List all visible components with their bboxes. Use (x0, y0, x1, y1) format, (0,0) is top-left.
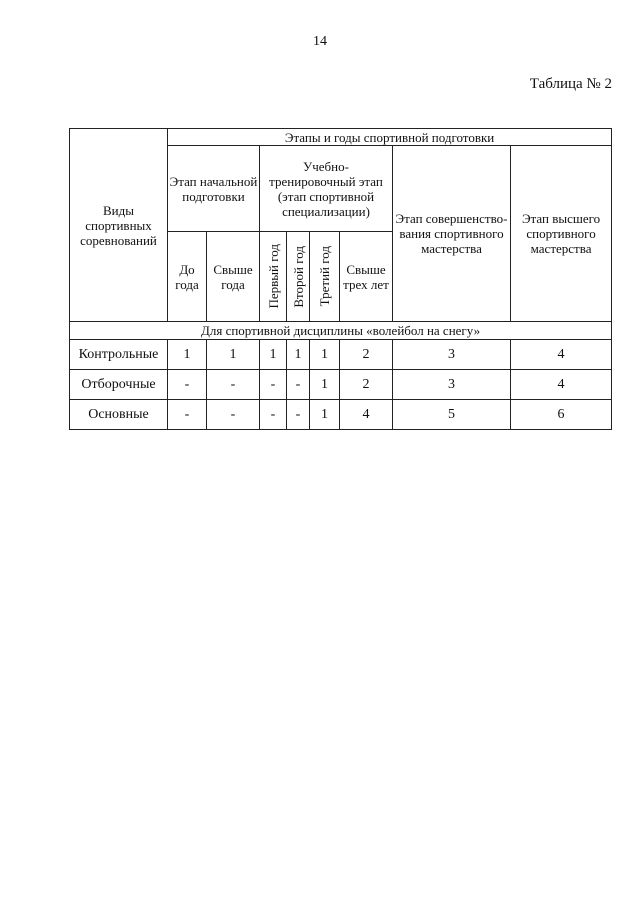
sub-over-three: Свыше трех лет (339, 231, 393, 322)
sub-second-year: Второй год (286, 231, 310, 322)
table-cell: 4 (509, 369, 613, 400)
row-name: Основные (69, 399, 168, 430)
row-header: Виды спортивных соревнований (69, 128, 168, 322)
table-row: Контрольные 1 1 1 1 1 2 3 4 (69, 339, 613, 370)
table-cell: 1 (259, 339, 287, 370)
table-cell: 1 (206, 339, 260, 370)
table-cell: 1 (309, 399, 340, 430)
table-cell: - (206, 399, 260, 430)
sub-third-year-label: Третий год (317, 246, 332, 307)
table-cell: 6 (509, 399, 613, 430)
table-cell: 1 (167, 339, 207, 370)
table-cell: - (259, 369, 287, 400)
table-cell: - (286, 369, 310, 400)
table-cell: 1 (309, 369, 340, 400)
table-cell: 4 (339, 399, 393, 430)
table-row: Отборочные - - - -1 2 3 4 (69, 369, 613, 400)
table-cell: 2 (339, 339, 393, 370)
sub-third-year: Третий год (309, 231, 340, 322)
sub-second-year-label: Второй год (290, 245, 306, 308)
table-cell: 1 (286, 339, 310, 370)
table-cell: 1 (309, 339, 340, 370)
row-name: Контрольные (69, 339, 168, 370)
table-cell: 2 (339, 369, 393, 400)
table-cell: - (167, 399, 207, 430)
group-header: Этапы и годы спортивной подготовки (166, 128, 613, 146)
table-label: Таблица № 2 (529, 76, 612, 92)
stage-training: Учебно-тренировочный этап (этап спортивн… (259, 145, 393, 232)
table-cell: 3 (392, 339, 511, 370)
row-name: Отборочные (69, 369, 168, 400)
discipline-row: Для спортивной дисциплины «волейбол на с… (68, 321, 613, 340)
sub-first-year-label: Первый год (265, 244, 281, 309)
sub-first-year: Первый год (259, 231, 287, 322)
table-cell: - (286, 399, 310, 430)
table-cell: - (259, 399, 287, 430)
stage-highest: Этап высшего спортивного мастерства (509, 145, 613, 322)
table-cell: 3 (392, 369, 511, 400)
table-cell: - (167, 369, 207, 400)
stage-initial: Этап начальной подготовки (167, 145, 260, 232)
competitions-table: Виды спортивных соревнований Этапы и год… (68, 128, 613, 430)
sub-up-to-year: До года (167, 231, 207, 322)
stage-improvement: Этап совершенство-вания спортивного маст… (392, 145, 511, 322)
table-cell: 5 (392, 399, 511, 430)
page-number: 14 (313, 34, 327, 49)
sub-over-year: Свыше года (206, 231, 260, 322)
table-cell: 4 (509, 339, 613, 370)
table-row: Основные - - - -1 4 5 6 (69, 399, 613, 430)
table-cell: - (206, 369, 260, 400)
